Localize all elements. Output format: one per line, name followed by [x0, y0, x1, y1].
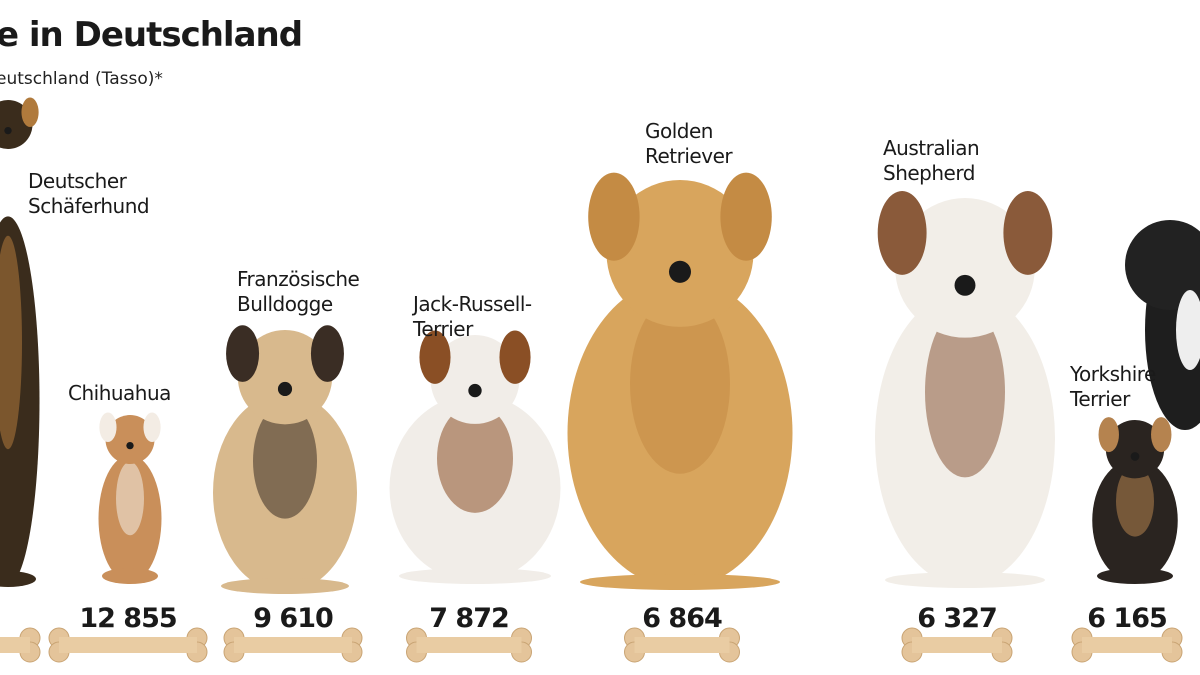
dog-paws: [102, 568, 158, 584]
dog-label: Yorkshire Terrier: [1069, 362, 1156, 411]
dog-nose: [668, 260, 692, 283]
bone: [901, 627, 1013, 663]
label-line: Golden: [645, 119, 713, 143]
dog-label: Französische Bulldogge: [237, 267, 360, 316]
dog-illustration: [567, 172, 793, 590]
dog-ear: [877, 191, 927, 275]
dog-ear: [1151, 417, 1172, 453]
dog-label: Australian Shepherd: [883, 136, 979, 185]
dog-paws: [399, 568, 551, 584]
label-line: Retriever: [645, 144, 733, 168]
dog-chest: [437, 404, 513, 513]
dog-ear: [1098, 417, 1119, 453]
dog-illustration: [875, 191, 1055, 588]
dog-ear: [720, 172, 772, 261]
bone-shaft: [416, 637, 522, 653]
dog-illustration: [1125, 220, 1200, 430]
dog-nose: [1130, 452, 1140, 461]
bone-shaft: [912, 637, 1002, 653]
label-line: Schäferhund: [28, 194, 149, 218]
dog-nose: [954, 274, 976, 296]
dog-count: 6 165: [1087, 603, 1167, 634]
label-line: Terrier: [412, 317, 474, 341]
dog-ear: [499, 330, 531, 384]
dog-nose: [126, 441, 134, 450]
bone: [48, 627, 208, 663]
bone: [0, 627, 41, 663]
dog-nose: [277, 381, 293, 397]
bone: [624, 627, 740, 663]
dog-head: [430, 335, 520, 424]
dog-paws: [1097, 568, 1173, 584]
dog-paws: [221, 578, 349, 594]
label-line: Shepherd: [883, 161, 975, 185]
dog-ear: [226, 325, 260, 382]
dog-ear: [588, 172, 640, 261]
label-line: Yorkshire: [1069, 362, 1156, 386]
title: e in Deutschland: [0, 15, 302, 55]
dog-count: 6 864: [642, 603, 722, 634]
dog-illustration: [98, 412, 162, 584]
label-line: Bulldogge: [237, 292, 333, 316]
dog-illustration: [0, 97, 40, 587]
dog-chest: [116, 461, 144, 536]
dog-label: Jack-Russell-Terrier: [411, 292, 532, 341]
bone-shaft: [1082, 637, 1172, 653]
dog-ear: [419, 330, 451, 384]
label-line: Chihuahua: [68, 381, 171, 405]
dog-chest: [253, 403, 317, 519]
label-line: Terrier: [1069, 387, 1131, 411]
dog-label: Chihuahua: [68, 381, 171, 405]
dog-ear: [143, 412, 161, 442]
dog-count: 6 327: [917, 603, 997, 634]
dog-illustration: [1092, 417, 1178, 584]
bone-shaft: [59, 637, 197, 653]
dog-chest: [925, 306, 1005, 478]
label-line: Französische: [237, 267, 360, 291]
dog-label: Golden Retriever: [645, 119, 733, 168]
dog-head: [895, 198, 1035, 338]
dog-illustration: [389, 330, 561, 584]
label-line: Australian: [883, 136, 979, 160]
dog-chest: [1116, 465, 1154, 537]
bone-shaft: [234, 637, 352, 653]
dog-nose: [468, 383, 482, 398]
bone: [223, 627, 363, 663]
bone-shaft: [0, 637, 30, 653]
dog-count: 7 872: [429, 603, 509, 634]
dog-ear: [21, 97, 39, 127]
bone-shaft: [634, 637, 730, 653]
label-line: Deutscher: [28, 169, 128, 193]
dog-head: [105, 415, 155, 464]
dog-head: [1105, 420, 1165, 479]
label-line: Jack-Russell-: [411, 292, 532, 316]
subtitle: eutschland (Tasso)*: [0, 69, 163, 89]
bone: [406, 627, 532, 663]
dog-count: 9 610: [253, 603, 333, 634]
dog-head: [606, 180, 754, 327]
dog-ear: [99, 412, 117, 442]
dog-illustration: [213, 325, 357, 594]
bone: [1071, 627, 1183, 663]
dog-label: Deutscher Schäferhund: [28, 169, 149, 218]
dog-head: [237, 330, 333, 425]
dog-chest: [630, 294, 730, 474]
dog-paws: [580, 574, 780, 590]
dog-nose: [4, 126, 12, 135]
dog-chest: [0, 235, 22, 450]
dog-ear: [1003, 191, 1053, 275]
dog-count: 12 855: [79, 603, 176, 634]
dog-paws: [885, 572, 1045, 588]
dog-ear: [310, 325, 344, 382]
dog-paws: [0, 571, 36, 587]
